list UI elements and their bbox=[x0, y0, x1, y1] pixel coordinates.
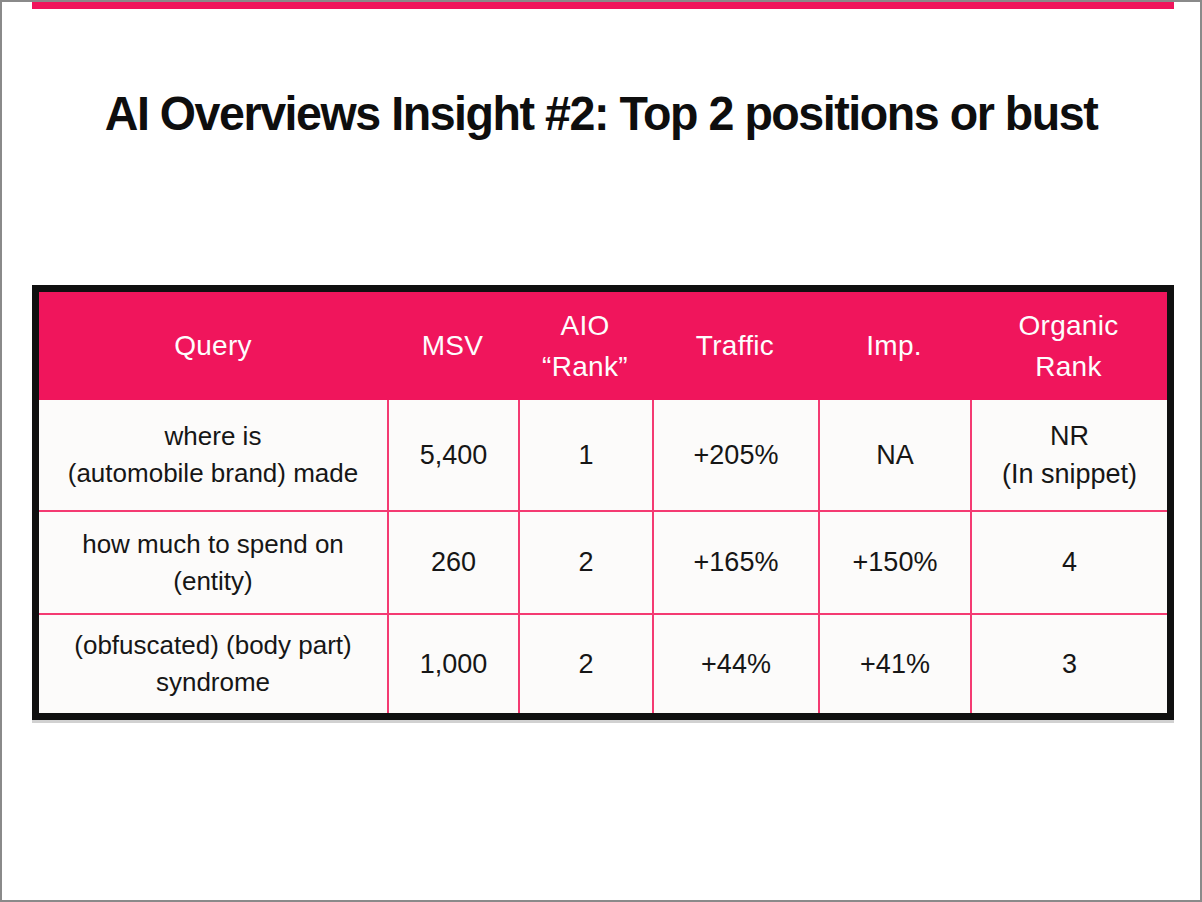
cell-organic-rank: NR (In snippet) bbox=[970, 400, 1167, 510]
slide-title: AI Overviews Insight #2: Top 2 positions… bbox=[20, 88, 1182, 141]
cell-imp: +41% bbox=[818, 615, 970, 713]
cell-aio-rank: 2 bbox=[518, 615, 652, 713]
results-table: Query MSV AIO “Rank” Traffic Imp. Organi… bbox=[32, 285, 1174, 720]
cell-imp: NA bbox=[818, 400, 970, 510]
cell-query: where is (automobile brand) made bbox=[39, 400, 387, 510]
top-accent-strip bbox=[32, 2, 1174, 9]
cell-organic-rank: 4 bbox=[970, 512, 1167, 613]
cell-traffic: +205% bbox=[652, 400, 818, 510]
table-row: how much to spend on (entity) 260 2 +165… bbox=[39, 510, 1167, 613]
header-cell-traffic: Traffic bbox=[652, 292, 818, 400]
header-cell-aio-rank: AIO “Rank” bbox=[518, 292, 652, 400]
cell-msv: 1,000 bbox=[387, 615, 518, 713]
cell-aio-rank: 2 bbox=[518, 512, 652, 613]
cell-traffic: +165% bbox=[652, 512, 818, 613]
header-cell-msv: MSV bbox=[387, 292, 518, 400]
header-cell-organic-rank: Organic Rank bbox=[970, 292, 1167, 400]
cell-msv: 260 bbox=[387, 512, 518, 613]
cell-query: how much to spend on (entity) bbox=[39, 512, 387, 613]
table-row: (obfuscated) (body part) syndrome 1,000 … bbox=[39, 613, 1167, 713]
table-row: where is (automobile brand) made 5,400 1… bbox=[39, 400, 1167, 510]
cell-msv: 5,400 bbox=[387, 400, 518, 510]
table-header-row: Query MSV AIO “Rank” Traffic Imp. Organi… bbox=[39, 292, 1167, 400]
cell-aio-rank: 1 bbox=[518, 400, 652, 510]
header-cell-imp: Imp. bbox=[818, 292, 970, 400]
cell-query: (obfuscated) (body part) syndrome bbox=[39, 615, 387, 713]
slide-canvas: AI Overviews Insight #2: Top 2 positions… bbox=[0, 0, 1202, 902]
cell-imp: +150% bbox=[818, 512, 970, 613]
cell-organic-rank: 3 bbox=[970, 615, 1167, 713]
header-cell-query: Query bbox=[39, 292, 387, 400]
cell-traffic: +44% bbox=[652, 615, 818, 713]
